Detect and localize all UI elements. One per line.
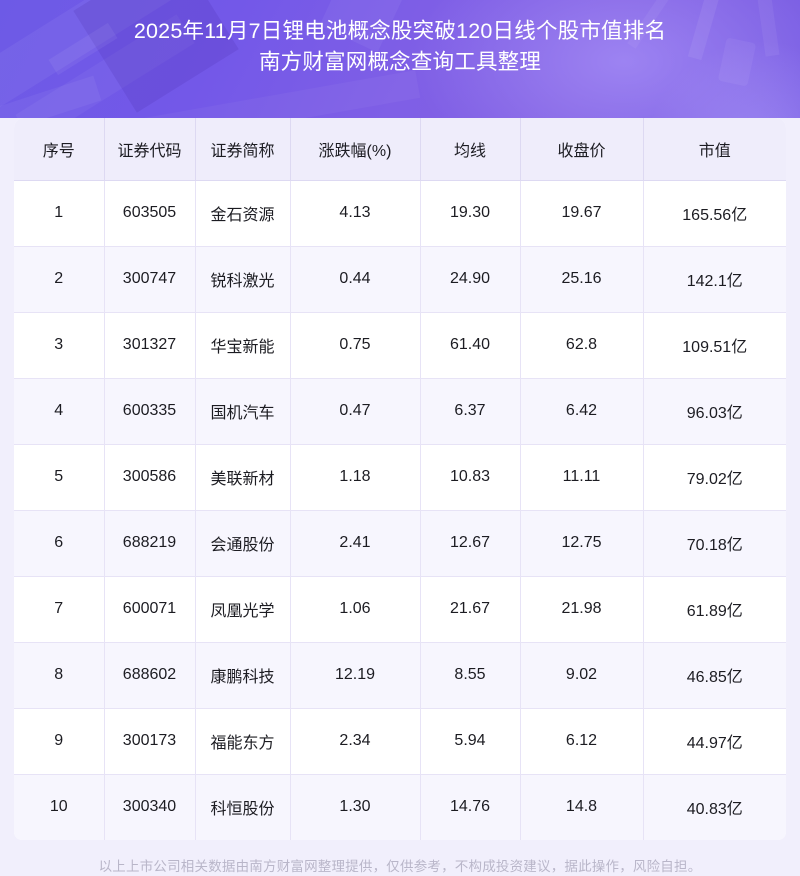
cell-code: 688602	[104, 642, 196, 709]
cell-ma: 21.67	[420, 576, 521, 643]
cell-marketcap: 61.89亿	[643, 576, 786, 643]
cell-ma: 12.67	[420, 510, 521, 577]
column-header-rank[interactable]: 序号	[14, 118, 105, 181]
banner-title-group: 2025年11月7日锂电池概念股突破120日线个股市值排名 南方财富网概念查询工…	[0, 0, 800, 78]
cell-ma: 6.37	[420, 378, 521, 445]
cell-close: 9.02	[520, 642, 644, 709]
cell-code: 300340	[104, 774, 196, 840]
cell-shortname: 康鹏科技	[195, 642, 291, 709]
cell-marketcap: 96.03亿	[643, 378, 786, 445]
column-header-close[interactable]: 收盘价	[520, 118, 644, 181]
cell-code: 300747	[104, 246, 196, 313]
cell-marketcap: 79.02亿	[643, 444, 786, 511]
cell-shortname: 科恒股份	[195, 774, 291, 840]
cell-shortname: 锐科激光	[195, 246, 291, 313]
cell-rank: 3	[14, 312, 105, 379]
cell-change: 2.41	[290, 510, 421, 577]
table-row[interactable]: 6 688219 会通股份 2.41 12.67 12.75 70.18亿	[14, 510, 786, 577]
cell-close: 25.16	[520, 246, 644, 313]
cell-shortname: 美联新材	[195, 444, 291, 511]
column-header-shortname[interactable]: 证券简称	[195, 118, 291, 181]
cell-rank: 5	[14, 444, 105, 511]
cell-close: 6.12	[520, 708, 644, 775]
cell-marketcap: 40.83亿	[643, 774, 786, 840]
stock-table-container: 南方财富网 Southmoney.com 序号 证券代码 证券简称 涨跌幅(%)…	[14, 118, 786, 840]
cell-close: 14.8	[520, 774, 644, 840]
table-row[interactable]: 2 300747 锐科激光 0.44 24.90 25.16 142.1亿	[14, 246, 786, 313]
cell-shortname: 金石资源	[195, 180, 291, 247]
table-row[interactable]: 9 300173 福能东方 2.34 5.94 6.12 44.97亿	[14, 708, 786, 775]
cell-change: 12.19	[290, 642, 421, 709]
cell-shortname: 会通股份	[195, 510, 291, 577]
column-header-code[interactable]: 证券代码	[104, 118, 196, 181]
cell-change: 0.47	[290, 378, 421, 445]
table-row[interactable]: 3 301327 华宝新能 0.75 61.40 62.8 109.51亿	[14, 312, 786, 379]
column-header-change[interactable]: 涨跌幅(%)	[290, 118, 421, 181]
stock-ranking-table: 序号 证券代码 证券简称 涨跌幅(%) 均线 收盘价 市值 1 603505 金…	[14, 118, 786, 840]
cell-close: 12.75	[520, 510, 644, 577]
cell-ma: 5.94	[420, 708, 521, 775]
cell-marketcap: 142.1亿	[643, 246, 786, 313]
cell-rank: 2	[14, 246, 105, 313]
cell-ma: 24.90	[420, 246, 521, 313]
cell-close: 62.8	[520, 312, 644, 379]
banner-decoration	[0, 0, 800, 118]
cell-rank: 8	[14, 642, 105, 709]
cell-rank: 7	[14, 576, 105, 643]
cell-shortname: 凤凰光学	[195, 576, 291, 643]
cell-code: 600335	[104, 378, 196, 445]
cell-close: 6.42	[520, 378, 644, 445]
table-row[interactable]: 5 300586 美联新材 1.18 10.83 11.11 79.02亿	[14, 444, 786, 511]
cell-close: 11.11	[520, 444, 644, 511]
table-row[interactable]: 10 300340 科恒股份 1.30 14.76 14.8 40.83亿	[14, 774, 786, 840]
cell-ma: 14.76	[420, 774, 521, 840]
table-header-row: 序号 证券代码 证券简称 涨跌幅(%) 均线 收盘价 市值	[14, 118, 786, 181]
cell-change: 0.75	[290, 312, 421, 379]
cell-rank: 9	[14, 708, 105, 775]
cell-shortname: 福能东方	[195, 708, 291, 775]
cell-change: 0.44	[290, 246, 421, 313]
cell-ma: 19.30	[420, 180, 521, 247]
cell-shortname: 华宝新能	[195, 312, 291, 379]
cell-shortname: 国机汽车	[195, 378, 291, 445]
cell-change: 1.06	[290, 576, 421, 643]
cell-rank: 1	[14, 180, 105, 247]
table-row[interactable]: 7 600071 凤凰光学 1.06 21.67 21.98 61.89亿	[14, 576, 786, 643]
table-row[interactable]: 8 688602 康鹏科技 12.19 8.55 9.02 46.85亿	[14, 642, 786, 709]
cell-code: 600071	[104, 576, 196, 643]
disclaimer-text: 以上上市公司相关数据由南方财富网整理提供，仅供参考，不构成投资建议，据此操作，风…	[98, 859, 702, 874]
page-header-banner: 2025年11月7日锂电池概念股突破120日线个股市值排名 南方财富网概念查询工…	[0, 0, 800, 118]
page-title: 2025年11月7日锂电池概念股突破120日线个股市值排名	[133, 19, 667, 43]
cell-marketcap: 165.56亿	[643, 180, 786, 247]
cell-close: 21.98	[520, 576, 644, 643]
cell-ma: 8.55	[420, 642, 521, 709]
column-header-marketcap[interactable]: 市值	[643, 118, 786, 181]
cell-marketcap: 109.51亿	[643, 312, 786, 379]
cell-close: 19.67	[520, 180, 644, 247]
cell-code: 300173	[104, 708, 196, 775]
table-row[interactable]: 4 600335 国机汽车 0.47 6.37 6.42 96.03亿	[14, 378, 786, 445]
cell-code: 301327	[104, 312, 196, 379]
table-row[interactable]: 1 603505 金石资源 4.13 19.30 19.67 165.56亿	[14, 180, 786, 247]
cell-change: 1.18	[290, 444, 421, 511]
column-header-ma[interactable]: 均线	[420, 118, 521, 181]
cell-change: 1.30	[290, 774, 421, 840]
cell-marketcap: 46.85亿	[643, 642, 786, 709]
table-header: 序号 证券代码 证券简称 涨跌幅(%) 均线 收盘价 市值	[14, 118, 786, 181]
cell-code: 688219	[104, 510, 196, 577]
cell-change: 2.34	[290, 708, 421, 775]
cell-ma: 10.83	[420, 444, 521, 511]
page-subtitle: 南方财富网概念查询工具整理	[258, 50, 542, 74]
cell-code: 300586	[104, 444, 196, 511]
cell-ma: 61.40	[420, 312, 521, 379]
cell-rank: 4	[14, 378, 105, 445]
cell-marketcap: 70.18亿	[643, 510, 786, 577]
table-body: 1 603505 金石资源 4.13 19.30 19.67 165.56亿 2…	[14, 180, 786, 840]
cell-change: 4.13	[290, 180, 421, 247]
cell-rank: 6	[14, 510, 105, 577]
cell-marketcap: 44.97亿	[643, 708, 786, 775]
cell-rank: 10	[14, 774, 105, 840]
cell-code: 603505	[104, 180, 196, 247]
